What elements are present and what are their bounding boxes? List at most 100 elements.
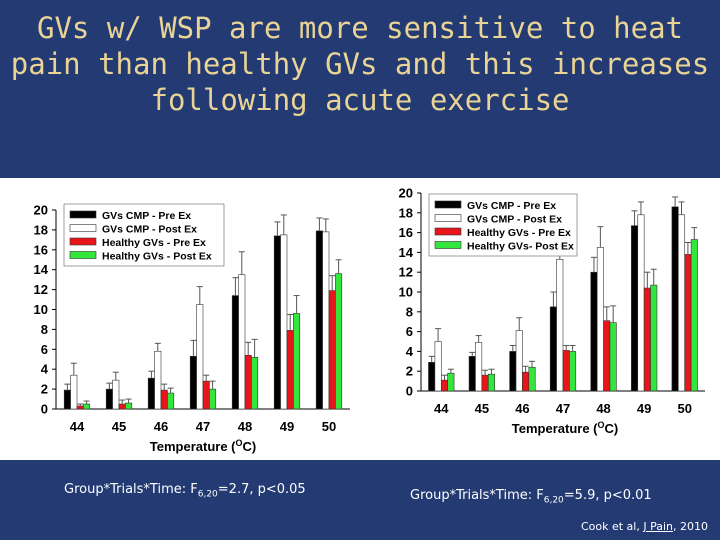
right-chart-bar <box>650 284 658 392</box>
left-chart-y-tick-label: 2 <box>41 382 48 397</box>
left-chart-legend-label: GVs CMP - Post Ex <box>102 224 197 236</box>
left-chart-legend-swatch <box>69 237 97 246</box>
left-chart-bar <box>293 313 301 410</box>
citation-prefix: Cook et al, <box>580 520 644 533</box>
right-chart-legend: GVs CMP - Pre Ex GVs CMP - Post ExHealthy… <box>428 193 578 257</box>
right-chart-legend-swatch <box>434 227 462 236</box>
right-chart-y-tick-label: 6 <box>406 324 413 339</box>
left-chart-y-tick-label: 0 <box>41 402 48 417</box>
left-chart-x-axis-label: Temperature (OC) <box>150 438 256 454</box>
right-chart-bar <box>440 379 448 392</box>
right-chart-bar <box>603 320 611 392</box>
right-chart-panel: 0 2 4 6 8 10 12 14 16 18 20 44 45 46 47 48 49 50 Temperatu… <box>365 178 720 460</box>
left-chart-bar <box>105 388 113 410</box>
right-chart-x-tick-label: 46 <box>515 401 529 416</box>
citation: Cook et al, J Pain, 2010 <box>581 520 708 533</box>
right-chart-bar <box>637 214 645 392</box>
left-chart-bar <box>83 403 91 410</box>
right-chart-y-tick-label: 14 <box>399 245 414 260</box>
right-chart-bar <box>684 254 692 392</box>
left-chart-bar <box>189 355 197 410</box>
left-chart-legend: GVs CMP - Pre Ex GVs CMP - Post Ex Healthy… <box>63 203 225 267</box>
right-chart-y-tick-label: 10 <box>399 285 413 300</box>
left-chart-x-tick-label: 48 <box>238 419 252 434</box>
right-chart-bar <box>434 341 442 392</box>
right-chart-legend-swatch <box>434 214 462 222</box>
left-chart-legend-swatch <box>69 210 97 219</box>
right-chart-bar <box>475 342 483 392</box>
left-chart-x-tick-label: 50 <box>322 419 336 434</box>
right-chart-bar <box>556 259 564 392</box>
left-chart-bar <box>328 290 336 410</box>
left-chart-bar <box>315 230 323 410</box>
left-chart-bar <box>202 380 210 410</box>
left-chart-x-tick-label: 49 <box>280 419 294 434</box>
right-chart-bar <box>468 356 476 392</box>
left-chart-panel: 0 2 4 6 8 10 12 14 16 18 20 44 45 46 47 48 49 50 Temperatu… <box>0 178 365 460</box>
left-chart-legend-label: GVs CMP - Pre Ex <box>102 210 191 222</box>
right-chart-bar <box>522 371 530 392</box>
left-chart-bar <box>70 374 78 410</box>
left-chart-bar <box>244 354 252 410</box>
left-chart-bar <box>147 377 155 410</box>
left-chart-y-tick-label: 4 <box>41 362 49 377</box>
left-stat-sub: 6,20 <box>197 489 218 500</box>
right-chart-x-tick-label: 45 <box>475 401 489 416</box>
left-chart-bar <box>118 403 126 410</box>
right-chart-y-tick-label: 2 <box>406 364 413 379</box>
left-stat-text: Group*Trials*Time: F6,20=2.7, p<0.05 <box>64 482 306 500</box>
left-chart-bar <box>273 235 281 410</box>
left-chart-y-tick-label: 10 <box>34 302 48 317</box>
right-chart-bar <box>596 247 604 392</box>
right-chart-bar <box>671 206 679 392</box>
left-chart-bar <box>335 273 343 410</box>
right-chart-bar <box>481 374 489 392</box>
title-line-3: following acute exercise <box>150 83 570 117</box>
left-chart-bar <box>251 356 259 410</box>
left-chart-y-tick-label: 20 <box>34 203 48 218</box>
right-chart-legend-swatch <box>434 241 462 249</box>
right-chart-legend-label: Healthy GVs - Pre Ex <box>467 227 571 239</box>
right-chart-bar <box>487 373 495 392</box>
left-chart-legend-label: Healthy GVs - Post Ex <box>102 251 212 263</box>
left-chart-bar <box>167 392 175 410</box>
left-stat-suffix: =2.7, p<0.05 <box>217 482 306 497</box>
left-chart-bar <box>154 350 162 410</box>
left-chart-bar <box>160 389 168 410</box>
right-chart-legend-label: GVs CMP - Pre Ex <box>467 200 556 212</box>
right-chart-x-tick-label: 50 <box>677 401 691 416</box>
left-chart-y-tick-label: 8 <box>41 322 48 337</box>
left-chart-bar <box>322 231 330 410</box>
left-chart-bar <box>238 274 246 410</box>
slide-title: GVs w/ WSP are more sensitive to heat pa… <box>0 10 720 118</box>
right-stat-suffix: =5.9, p<0.01 <box>563 488 652 503</box>
right-chart-x-tick-label: 47 <box>556 401 570 416</box>
left-chart-y-tick-label: 6 <box>41 342 48 357</box>
left-chart-bar <box>125 402 133 410</box>
right-chart-bar <box>690 239 698 392</box>
right-stat-text: Group*Trials*Time: F6,20=5.9, p<0.01 <box>410 488 652 506</box>
left-chart-y-tick-label: 18 <box>34 222 48 237</box>
right-chart-bar <box>509 351 517 392</box>
right-chart-bar <box>590 271 598 392</box>
right-chart-x-tick-label: 48 <box>596 401 610 416</box>
right-chart-legend-label: GVs CMP - Post Ex <box>467 214 562 226</box>
right-chart-bar <box>569 351 577 392</box>
citation-suffix: , 2010 <box>673 520 708 533</box>
left-chart-y-tick-label: 16 <box>34 242 48 257</box>
left-chart-x-tick-label: 44 <box>70 419 85 434</box>
left-stat-prefix: Group*Trials*Time: F <box>64 482 198 497</box>
left-chart-legend-swatch <box>69 224 97 232</box>
right-chart-x-tick-label: 44 <box>434 401 449 416</box>
right-chart-bar <box>643 287 651 392</box>
right-chart-y-tick-label: 20 <box>399 186 413 201</box>
right-chart-bar <box>562 350 570 392</box>
left-chart-y-tick-label: 12 <box>34 282 48 297</box>
right-chart-x-tick-label: 49 <box>637 401 651 416</box>
title-line-2: pain than healthy GVs and this increases <box>10 47 710 81</box>
right-chart-bar <box>631 225 639 392</box>
right-chart-y-tick-label: 18 <box>399 205 413 220</box>
left-chart-legend-swatch <box>69 251 97 259</box>
right-chart-y-tick-label: 8 <box>406 304 413 319</box>
